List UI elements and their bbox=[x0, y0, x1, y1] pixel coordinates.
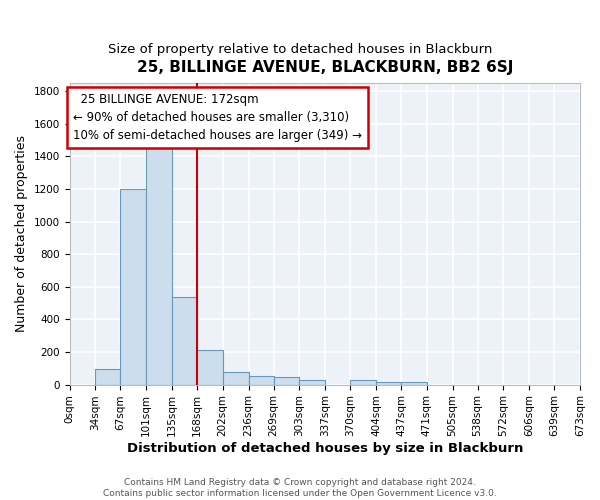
Bar bbox=[350, 380, 376, 384]
Y-axis label: Number of detached properties: Number of detached properties bbox=[15, 136, 28, 332]
Bar bbox=[401, 382, 427, 384]
Title: 25, BILLINGE AVENUE, BLACKBURN, BB2 6SJ: 25, BILLINGE AVENUE, BLACKBURN, BB2 6SJ bbox=[137, 60, 513, 75]
Text: Contains HM Land Registry data © Crown copyright and database right 2024.
Contai: Contains HM Land Registry data © Crown c… bbox=[103, 478, 497, 498]
Bar bbox=[274, 378, 299, 384]
Bar bbox=[223, 372, 248, 384]
Text: Size of property relative to detached houses in Blackburn: Size of property relative to detached ho… bbox=[108, 42, 492, 56]
X-axis label: Distribution of detached houses by size in Blackburn: Distribution of detached houses by size … bbox=[127, 442, 523, 455]
Bar bbox=[121, 189, 146, 384]
Bar bbox=[172, 298, 197, 384]
Text: 25 BILLINGE AVENUE: 172sqm  
← 90% of detached houses are smaller (3,310)
10% of: 25 BILLINGE AVENUE: 172sqm ← 90% of deta… bbox=[73, 93, 362, 142]
Bar bbox=[376, 382, 401, 384]
Bar bbox=[197, 350, 223, 384]
Bar bbox=[95, 369, 121, 384]
Bar bbox=[146, 146, 172, 384]
Bar bbox=[299, 380, 325, 384]
Bar bbox=[248, 376, 274, 384]
